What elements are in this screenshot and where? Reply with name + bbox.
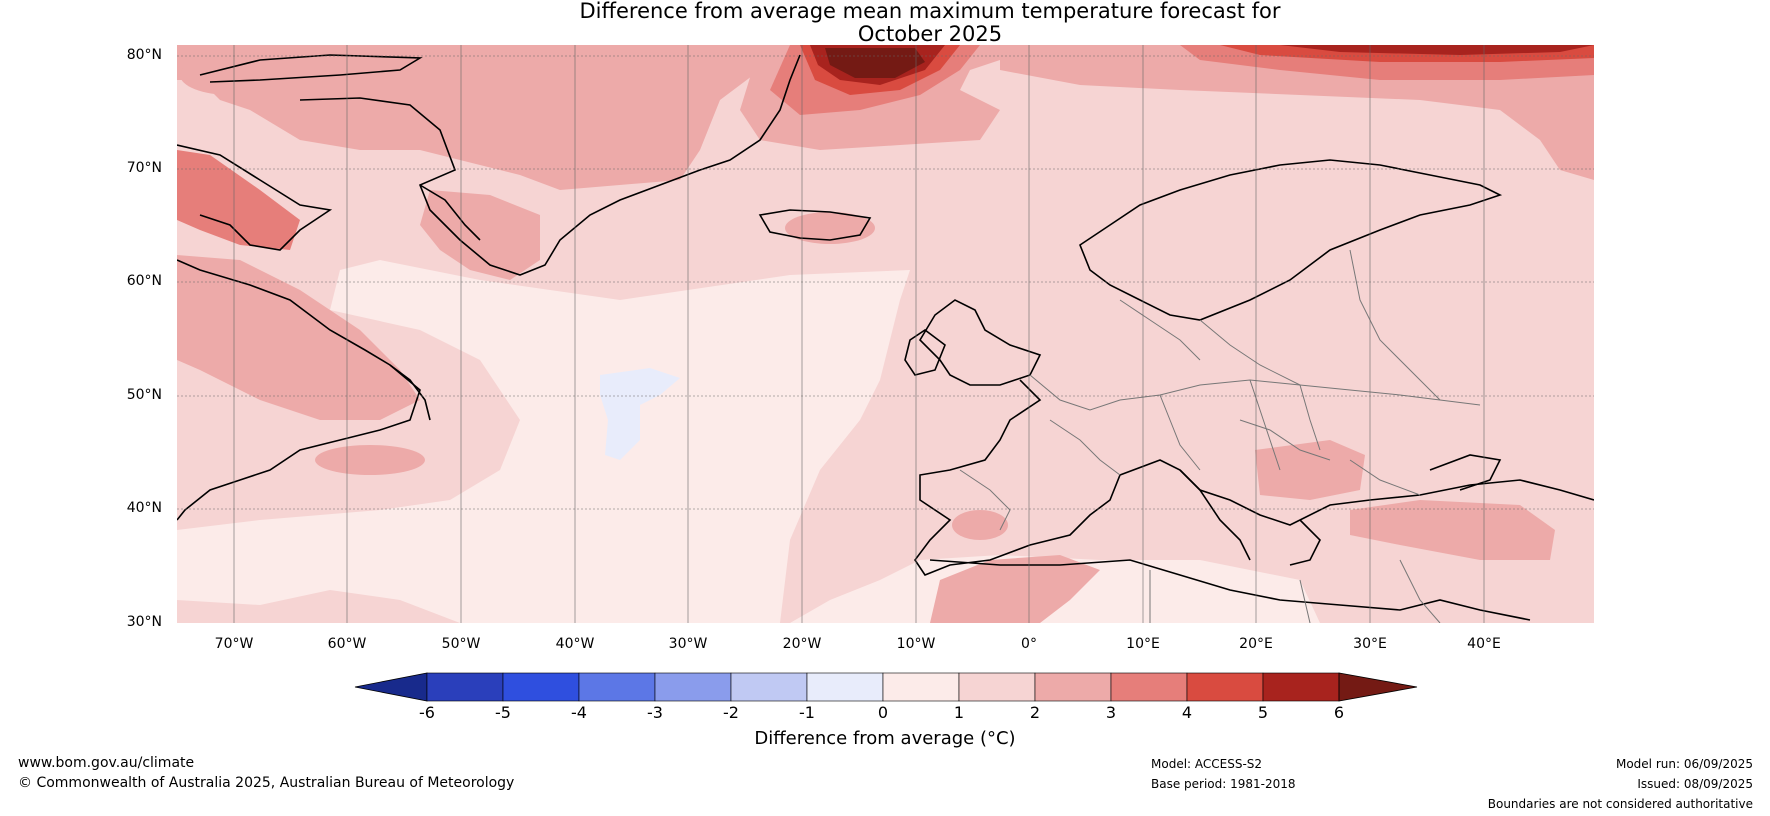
colorbar-extend-high — [1338, 672, 1418, 702]
colorbar-tick-label: -1 — [799, 703, 815, 722]
anomaly-band-2-3-labrador — [177, 255, 420, 420]
colorbar-tick-label: -3 — [647, 703, 663, 722]
lon-label-60w: 60°W — [327, 636, 367, 652]
longitude-gridlines — [233, 45, 1485, 623]
anomaly-band-above-6 — [825, 48, 925, 78]
lon-label-20e: 20°E — [1239, 636, 1273, 652]
footer-model-run: Model run: 06/09/2025 — [1615, 757, 1753, 771]
lon-label-70w: 70°W — [214, 636, 254, 652]
colorbar-segment — [578, 672, 656, 702]
colorbar-tick-label: -5 — [495, 703, 511, 722]
colorbar-segment — [1034, 672, 1112, 702]
anomaly-band-1-2-south — [177, 590, 460, 623]
colorbar-segment — [1186, 672, 1264, 702]
map-title-line1: Difference from average mean maximum tem… — [579, 0, 1281, 23]
colorbar-label: Difference from average (°C) — [754, 728, 1016, 749]
colorbar-segment — [502, 672, 580, 702]
colorbar-tick-label: -2 — [723, 703, 739, 722]
colorbar-segment — [1262, 672, 1340, 702]
footer-issued: Issued: 08/09/2025 — [1637, 777, 1753, 791]
anomaly-band-2-3-iberia — [952, 510, 1008, 540]
footer-base-period: Base period: 1981-2018 — [1151, 777, 1296, 791]
colorbar-segment — [1110, 672, 1188, 702]
colorbar-segment — [882, 672, 960, 702]
lon-label-0: 0° — [1021, 636, 1037, 652]
lon-label-50w: 50°W — [441, 636, 481, 652]
anomaly-band-5-6-arctic-east — [1280, 45, 1594, 55]
lat-label-30n: 30°N — [126, 614, 162, 630]
colorbar-tick-label: 1 — [953, 703, 965, 722]
colorbar-tick-label: -6 — [419, 703, 435, 722]
map-panel — [177, 45, 1594, 623]
colorbar-tick-label: 3 — [1105, 703, 1117, 722]
lat-label-70n: 70°N — [126, 160, 162, 176]
anomaly-band-2-3-north-africa — [930, 555, 1100, 623]
map-title: Difference from average mean maximum tem… — [0, 0, 1770, 46]
colorbar-segments — [354, 672, 1418, 702]
anomaly-band-3-4-baffin — [177, 150, 300, 250]
latitude-gridlines — [177, 55, 1594, 510]
footer-copyright: © Commonwealth of Australia 2025, Austra… — [18, 775, 515, 791]
anomaly-band-2-3-greenland-east — [420, 190, 540, 280]
colorbar-tick-label: 4 — [1181, 703, 1193, 722]
lat-label-40n: 40°N — [126, 500, 162, 516]
lat-label-60n: 60°N — [126, 273, 162, 289]
lat-label-50n: 50°N — [126, 387, 162, 403]
colorbar-segment — [654, 672, 732, 702]
anomaly-band-neg1-0 — [600, 368, 680, 460]
colorbar — [354, 672, 1418, 702]
lon-label-10w: 10°W — [896, 636, 936, 652]
lon-label-20w: 20°W — [782, 636, 822, 652]
colorbar-extend-low — [354, 672, 428, 702]
footer-website: www.bom.gov.au/climate — [18, 755, 195, 771]
anomaly-band-1-2-north — [177, 45, 1594, 623]
country-borders — [959, 249, 1481, 623]
anomaly-band-2-3-greenland — [177, 45, 790, 190]
colorbar-segment — [806, 672, 884, 702]
anomaly-band-2-3-atlantic-west — [315, 445, 425, 475]
anomaly-band-2-3-balkans — [1255, 440, 1365, 500]
lon-label-30w: 30°W — [668, 636, 708, 652]
colorbar-tick-label: 6 — [1333, 703, 1345, 722]
lon-label-30e: 30°E — [1353, 636, 1387, 652]
lon-label-40w: 40°W — [555, 636, 595, 652]
colorbar-segment — [958, 672, 1036, 702]
colorbar-segment — [426, 672, 504, 702]
coastlines — [177, 54, 1594, 621]
footer-disclaimer: Boundaries are not considered authoritat… — [1487, 797, 1753, 811]
colorbar-tick-label: 5 — [1257, 703, 1269, 722]
lon-label-10e: 10°E — [1126, 636, 1160, 652]
anomaly-band-2-3-anatolia — [1350, 500, 1555, 560]
colorbar-tick-label: 0 — [877, 703, 889, 722]
map-title-line2: October 2025 — [857, 22, 1003, 46]
colorbar-segment — [730, 672, 808, 702]
anomaly-band-2-3-arctic-west — [180, 55, 280, 95]
lat-label-80n: 80°N — [126, 47, 162, 63]
colorbar-tick-label: 2 — [1029, 703, 1041, 722]
footer-model: Model: ACCESS-S2 — [1151, 757, 1263, 771]
colorbar-tick-label: -4 — [571, 703, 587, 722]
lon-label-40e: 40°E — [1467, 636, 1501, 652]
temperature-anomaly-map — [177, 45, 1594, 623]
